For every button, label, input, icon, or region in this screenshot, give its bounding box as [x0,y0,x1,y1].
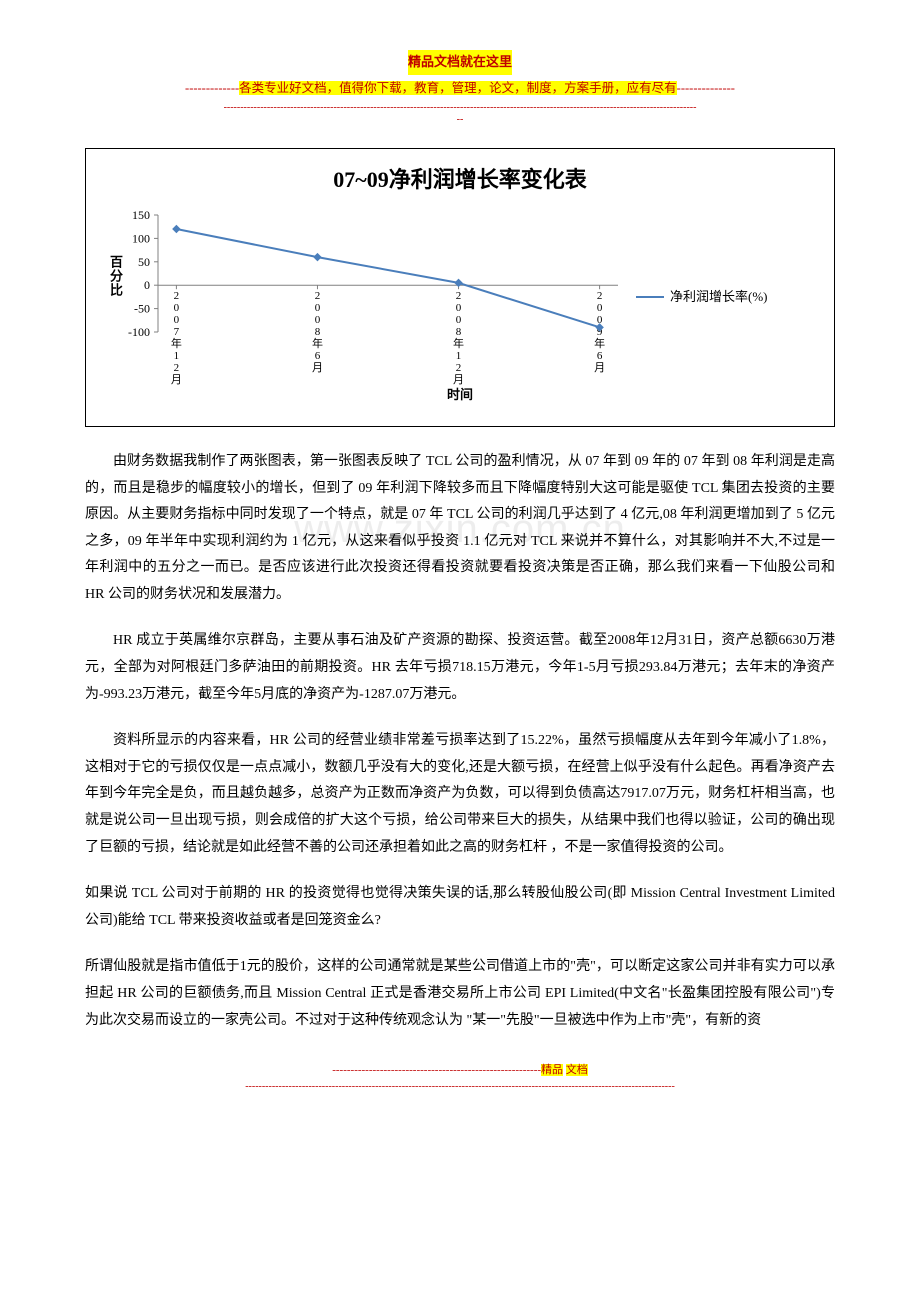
svg-text:百: 百 [110,255,123,270]
svg-text:8: 8 [456,326,462,338]
svg-text:月: 月 [594,362,605,374]
svg-text:6: 6 [315,350,321,362]
svg-text:比: 比 [110,283,123,298]
svg-text:1: 1 [174,350,180,362]
header-subtitle: -------------各类专业好文档，值得你下载，教育，管理，论文，制度，方… [85,77,835,101]
svg-text:年: 年 [594,336,605,350]
svg-text:月: 月 [312,362,323,374]
svg-text:年: 年 [453,336,464,350]
svg-text:年: 年 [171,336,182,350]
header-title: 精品文档就在这里 [408,50,512,75]
body-paragraph-1: 由财务数据我制作了两张图表，第一张图表反映了 TCL 公司的盈利情况，从 07 … [85,449,835,609]
svg-text:0: 0 [315,302,321,314]
svg-text:2: 2 [315,290,321,302]
svg-text:0: 0 [597,302,603,314]
svg-text:0: 0 [144,278,150,292]
svg-text:150: 150 [132,208,150,222]
svg-text:0: 0 [315,314,321,326]
svg-text:2: 2 [456,362,462,374]
header-separator: ----------------------------------------… [85,102,835,126]
svg-text:2: 2 [597,290,603,302]
svg-text:8: 8 [315,326,321,338]
legend-color-swatch [636,296,664,298]
profit-growth-chart: 07~09净利润增长率变化表 -100-50050100150百分比2007年1… [85,148,835,426]
svg-text:2: 2 [174,290,180,302]
svg-text:0: 0 [174,314,180,326]
svg-text:0: 0 [456,302,462,314]
body-paragraph-5: 所谓仙股就是指市值低于1元的股价，这样的公司通常就是某些公司借道上市的"壳"，可… [85,954,835,1034]
svg-text:分: 分 [110,269,123,284]
svg-text:-50: -50 [134,302,150,316]
line-chart-svg: -100-50050100150百分比2007年12月2008年6月2008年1… [98,207,628,387]
body-paragraph-4: 如果说 TCL 公司对于前期的 HR 的投资觉得也觉得决策失误的话,那么转股仙股… [85,881,835,934]
body-paragraph-2: HR 成立于英属维尔京群岛，主要从事石油及矿产资源的勘探、投资运营。截至2008… [85,628,835,708]
svg-text:0: 0 [456,314,462,326]
footer-label-line: ----------------------------------------… [85,1060,835,1081]
svg-text:100: 100 [132,232,150,246]
svg-text:7: 7 [174,326,180,338]
svg-text:月: 月 [171,374,182,386]
svg-text:年: 年 [312,336,323,350]
chart-title: 07~09净利润增长率变化表 [98,159,822,201]
svg-text:6: 6 [597,350,603,362]
svg-text:2: 2 [456,290,462,302]
svg-text:2: 2 [174,362,180,374]
svg-text:50: 50 [138,255,150,269]
svg-text:1: 1 [456,350,462,362]
body-paragraph-3: 资料所显示的内容来看，HR 公司的经营业绩非常差亏损率达到了15.22%，虽然亏… [85,728,835,861]
footer-separator: ----------------------------------------… [85,1081,835,1093]
svg-text:0: 0 [174,302,180,314]
page-footer: ----------------------------------------… [85,1060,835,1093]
chart-legend: 净利润增长率(%) [636,285,768,310]
svg-text:-100: -100 [128,325,150,339]
legend-label: 净利润增长率(%) [670,285,768,310]
